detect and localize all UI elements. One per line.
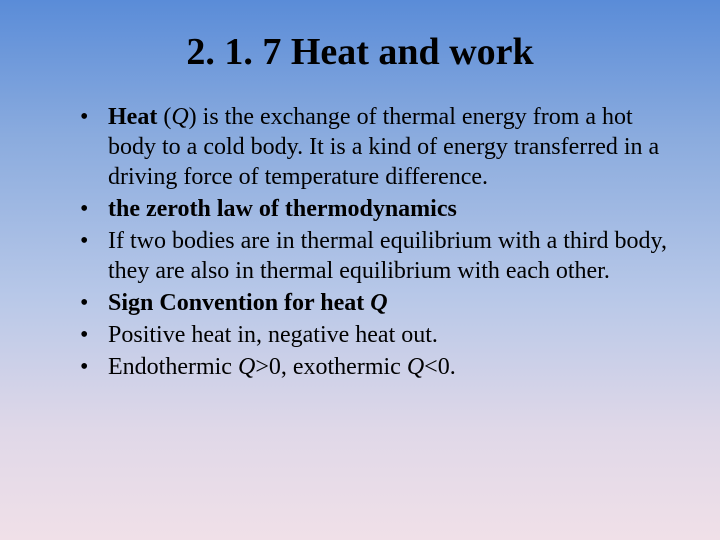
text-segment: If two bodies are in thermal equilibrium… — [108, 228, 667, 284]
slide: 2. 1. 7 Heat and work Heat (Q) is the ex… — [0, 0, 720, 540]
text-segment: Sign Convention for heat — [108, 290, 370, 316]
text-segment: <0. — [424, 354, 456, 380]
bullet-item: Sign Convention for heat Q — [80, 288, 670, 318]
text-segment: Endothermic — [108, 354, 238, 380]
text-segment: Heat — [108, 104, 157, 130]
text-segment: the zeroth law of thermodynamics — [108, 196, 457, 222]
text-segment: Positive heat in, negative heat out. — [108, 322, 438, 348]
bullet-item: Endothermic Q>0, exothermic Q<0. — [80, 352, 670, 382]
text-segment: ( — [157, 104, 171, 130]
text-segment: ) is the exchange of thermal energy from… — [108, 104, 659, 190]
bullet-item: If two bodies are in thermal equilibrium… — [80, 226, 670, 286]
text-segment: Q — [370, 290, 387, 316]
text-segment: >0, exothermic — [255, 354, 407, 380]
text-segment: Q — [407, 354, 424, 380]
text-segment: Q — [238, 354, 255, 380]
bullet-item: the zeroth law of thermodynamics — [80, 194, 670, 224]
bullet-list: Heat (Q) is the exchange of thermal ener… — [80, 102, 670, 382]
bullet-item: Positive heat in, negative heat out. — [80, 320, 670, 350]
bullet-item: Heat (Q) is the exchange of thermal ener… — [80, 102, 670, 192]
text-segment: Q — [171, 104, 188, 130]
slide-title: 2. 1. 7 Heat and work — [50, 30, 670, 74]
